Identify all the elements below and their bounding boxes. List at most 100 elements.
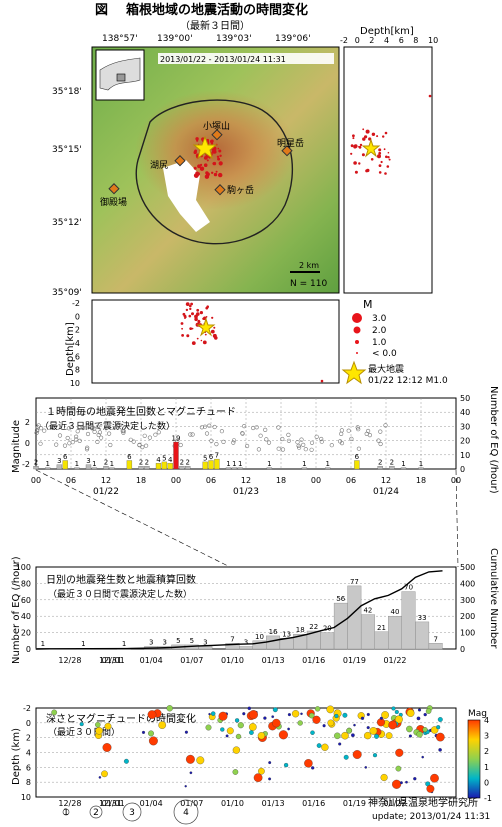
hourly-bar-label: 2 [185, 459, 189, 467]
hourly-bar-label: 19 [172, 435, 181, 443]
hourly-left-tick: 2 [25, 418, 30, 427]
depth-bottom-dot [197, 320, 201, 324]
hourly-mag-point [276, 425, 281, 430]
depth-bottom-dot [210, 329, 215, 334]
depth-bottom-dot [181, 327, 184, 330]
epicenter-dot [196, 139, 199, 142]
daily-bar-label: 33 [418, 614, 427, 622]
hourly-mag-point [131, 439, 136, 444]
depth-right-dot [365, 169, 369, 173]
daily-ylabel-right: Cumulative Number [488, 548, 499, 649]
hourly-mag-point [301, 442, 306, 448]
depth-bottom-ticks: -2 0 2 4 6 8 10 [70, 299, 80, 388]
epicenter-dot [218, 161, 223, 166]
depth-bottom-tick: 10 [70, 379, 80, 388]
dm-point [272, 707, 278, 713]
dm-point [263, 716, 267, 720]
daily-left-tick: 40 [21, 612, 31, 621]
hourly-x-tick: 06 [66, 476, 76, 485]
dm-point [430, 726, 439, 734]
daily-bar [225, 643, 240, 650]
dm-x-tick: 01/07 [180, 799, 203, 808]
depth-bottom-tick: 4 [75, 339, 80, 348]
hourly-mag-point [207, 423, 212, 428]
colorbar-tick: 0 [484, 778, 489, 787]
hourly-mag-point [38, 441, 43, 446]
epicenter-dot [219, 154, 222, 157]
dm-point [210, 711, 216, 716]
depth-bottom-dot [202, 340, 207, 345]
size-legend-circle [89, 805, 103, 819]
dm-point [353, 723, 356, 727]
epicenter-dot [206, 159, 209, 162]
depth-bottom-dot [180, 322, 184, 325]
daily-bar-label: 77 [350, 578, 359, 586]
dm-point [421, 755, 424, 759]
daily-x-tick: 01/07 [180, 656, 203, 665]
daily-bar [198, 646, 213, 650]
hourly-bar-label: 4 [156, 456, 161, 464]
dm-point [360, 716, 365, 720]
daily-subtitle: （最近３０日間で震源決定した数） [48, 588, 192, 600]
dm-point [381, 711, 389, 719]
hourly-mag-point [280, 447, 286, 452]
dm-point [104, 722, 112, 730]
dm-point [395, 765, 402, 772]
dm-point [158, 721, 167, 729]
hourly-mag-point [117, 423, 122, 428]
dm-point [300, 712, 303, 716]
daily-right-tick: 400 [460, 579, 475, 588]
dm-point [220, 727, 225, 732]
dm-point [248, 710, 258, 720]
hourly-bar-label: 5 [203, 454, 207, 462]
depth-right-dot [350, 144, 354, 148]
depth-right-dot [371, 132, 376, 136]
colorbar-tick: 4 [484, 716, 489, 725]
epicenter-dot [216, 155, 220, 158]
hourly-bar [144, 466, 150, 470]
depth-bottom-dot [196, 308, 200, 312]
size-legend-label: 2 [93, 808, 99, 818]
hourly-mag-point [339, 441, 345, 446]
dm-point [283, 762, 289, 768]
hourly-bar-label: 1 [226, 460, 230, 468]
hourly-bar [208, 460, 214, 470]
size-legend-label: 1 [63, 808, 69, 818]
hourly-mag-point [266, 440, 272, 445]
hourly-mag-point [295, 440, 300, 445]
dm-point [438, 748, 442, 752]
hourly-mag-point [214, 442, 219, 447]
hourly-mag-point [245, 443, 250, 449]
daily-title: 日別の地震発生数と地震積算回数 [46, 573, 196, 586]
depth-bottom-dot [191, 327, 194, 330]
dm-point [312, 715, 321, 724]
epicenter-dot [211, 171, 214, 174]
epicenter-dot [203, 163, 208, 167]
hourly-mag-point [376, 438, 381, 443]
dm-point [102, 743, 112, 752]
daily-bar [238, 646, 253, 650]
hourly-chart: １時間毎の地震発生回数とマグニチュード （最近３日間で震源決定した数） Magn… [11, 386, 499, 497]
lat-tick-1: 35°18' [52, 87, 82, 97]
daily-left-tick: 0 [26, 645, 31, 654]
hourly-bar-label: 2 [378, 459, 382, 467]
dm-point [232, 746, 241, 754]
dm-point [196, 756, 205, 765]
hourly-mag-point [140, 445, 145, 450]
hourly-mag-point [34, 430, 39, 436]
hourly-mag-point [355, 425, 360, 430]
dm-point [392, 779, 402, 789]
daily-bar [415, 621, 430, 650]
page-title: 箱根地域の地震活動の時間変化 [126, 2, 308, 18]
depth-bottom-dot [211, 316, 214, 319]
dm-point [218, 711, 228, 721]
dm-point [297, 720, 303, 726]
place-kozukayama: 小塚山 [203, 121, 230, 132]
hourly-bar [126, 460, 133, 470]
hourly-mag-point [329, 443, 334, 448]
lon-tick-2: 139°00' [157, 34, 193, 44]
daily-x-tick: 01/04 [140, 656, 163, 665]
hourly-bar-label: 1 [232, 460, 236, 468]
dm-point [287, 727, 290, 731]
dm-point [372, 753, 378, 758]
